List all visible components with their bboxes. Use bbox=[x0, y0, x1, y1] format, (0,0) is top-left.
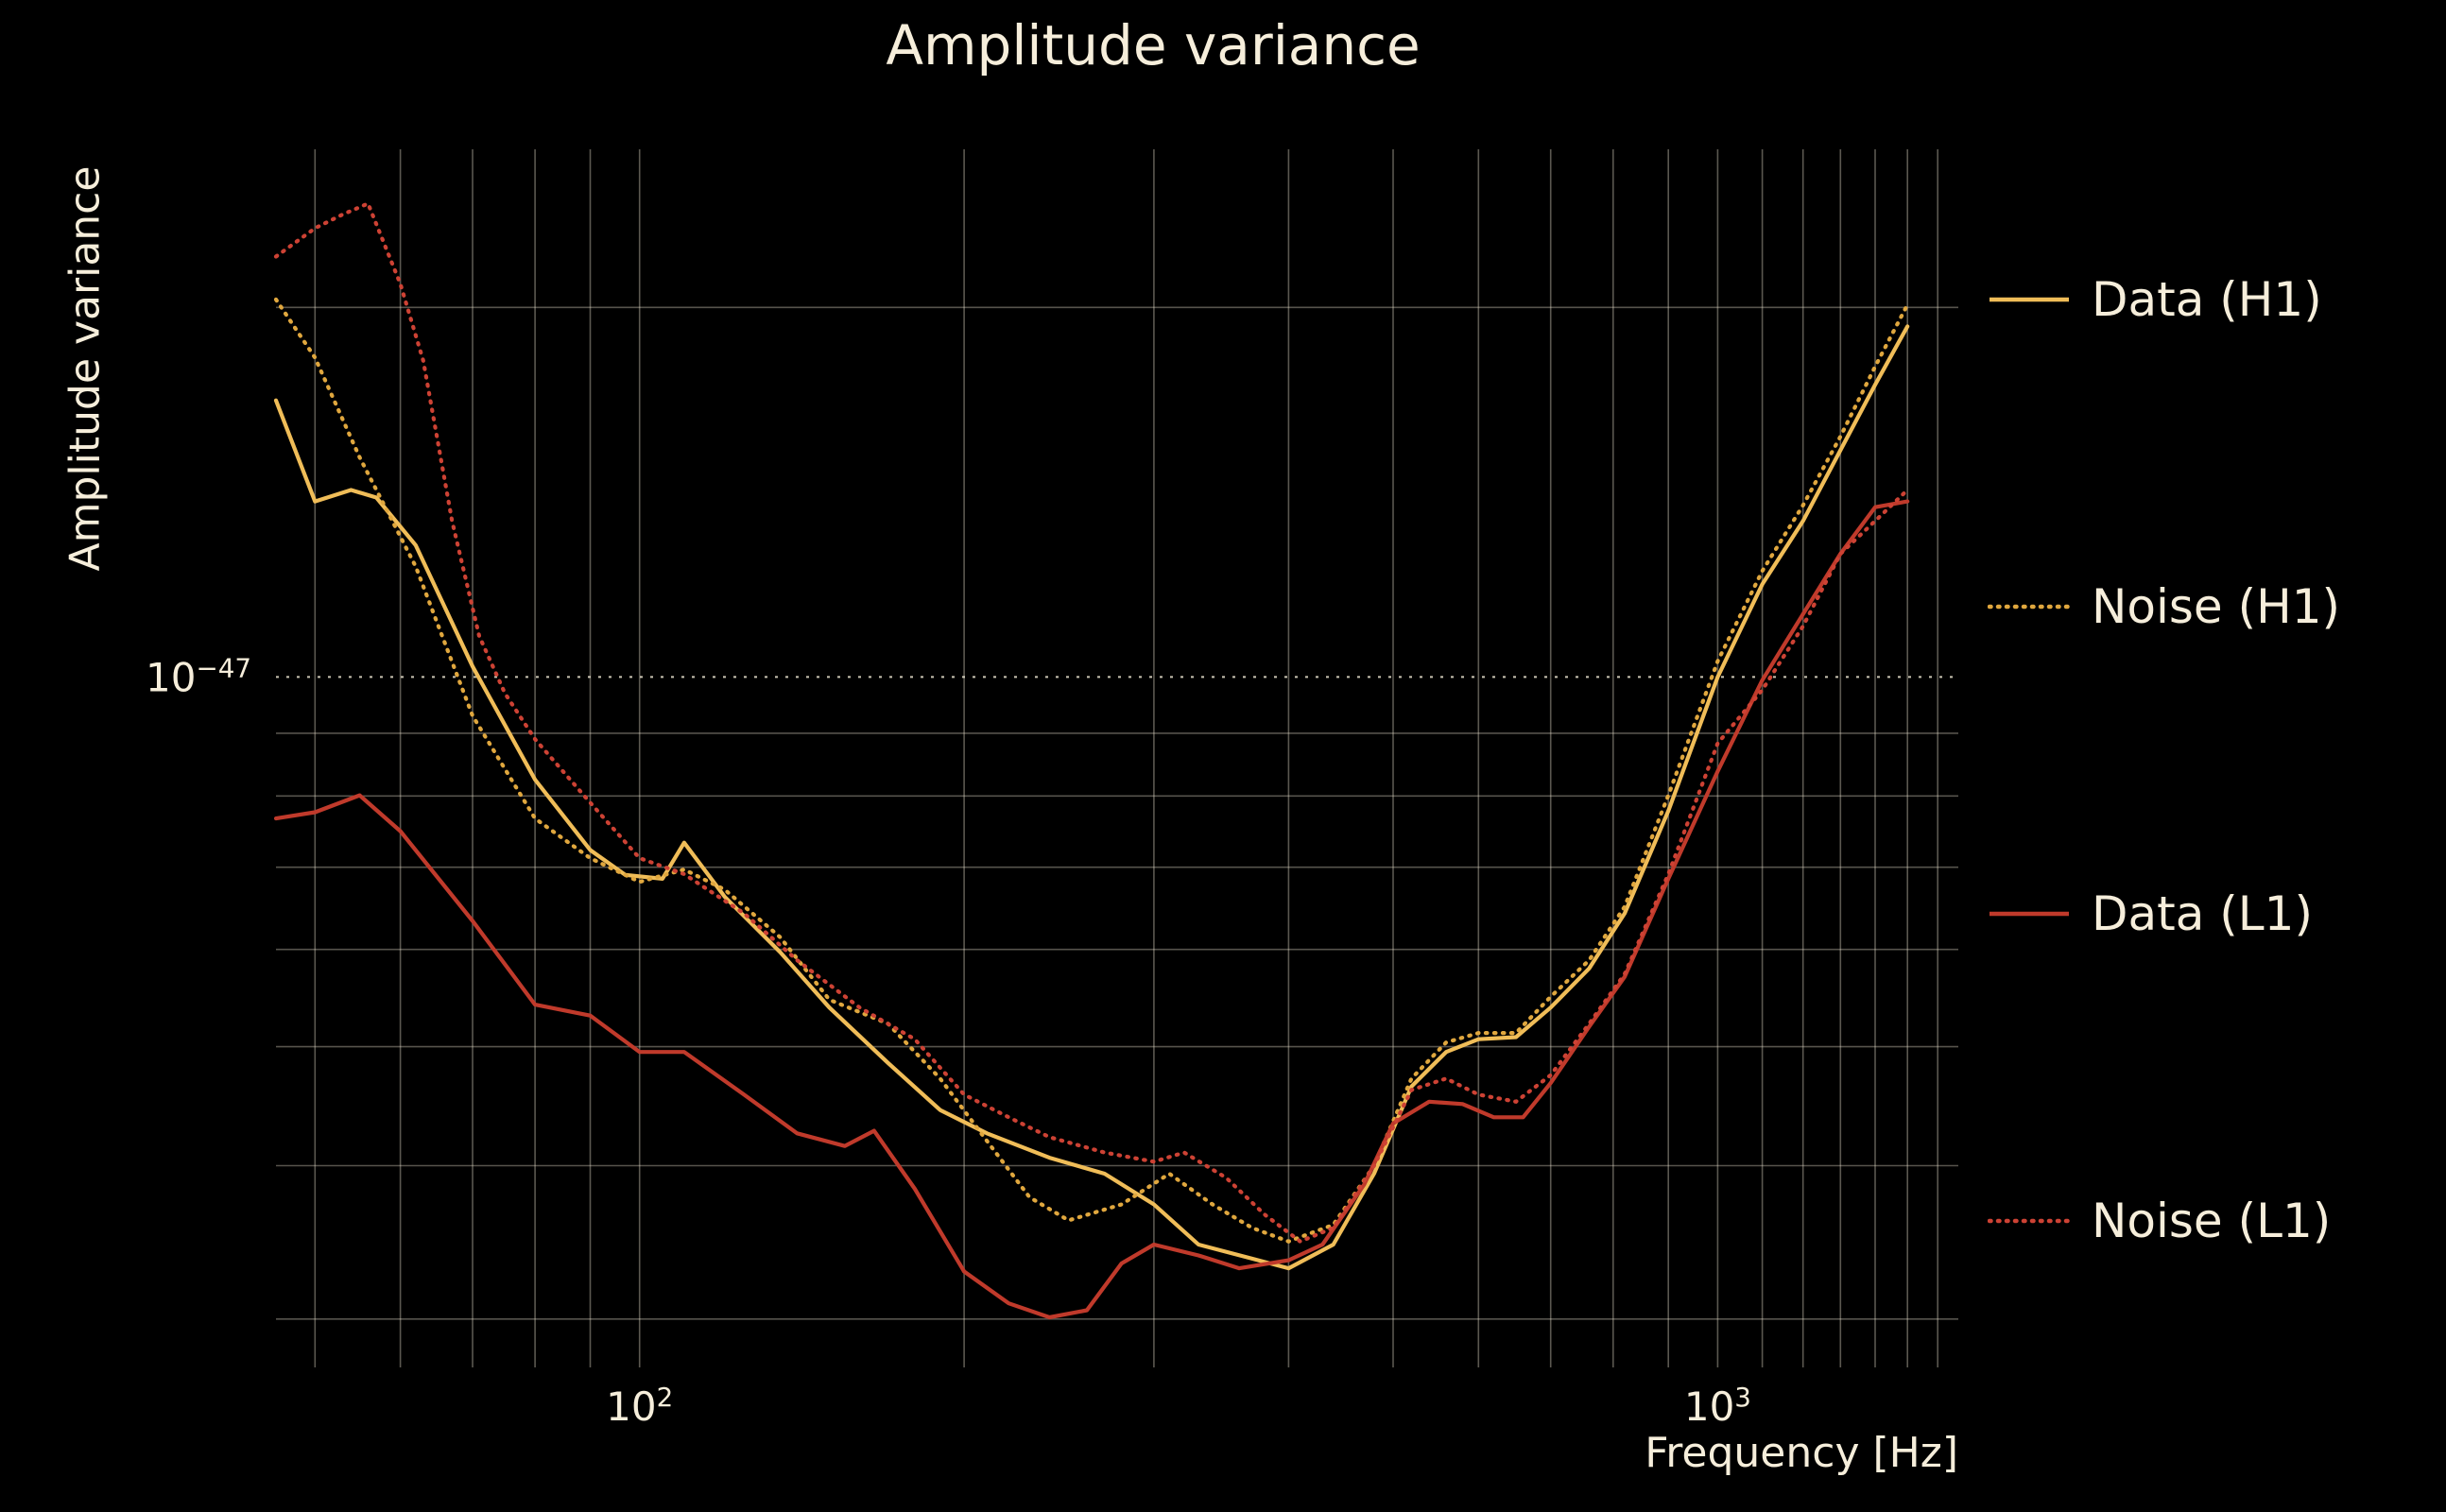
legend-entry-noise-h1: Noise (H1) bbox=[1988, 579, 2340, 634]
series-data-h1 bbox=[273, 324, 1910, 1271]
series-noise-l1 bbox=[273, 200, 1910, 1245]
legend-sample-data-l1 bbox=[1990, 911, 2069, 917]
legend-sample-noise-l1 bbox=[1988, 1218, 2071, 1224]
legend-label: Data (L1) bbox=[2092, 886, 2313, 941]
x-tick-100: 102 bbox=[606, 1382, 674, 1430]
legend-label: Noise (H1) bbox=[2092, 579, 2341, 634]
legend-label: Noise (L1) bbox=[2092, 1194, 2332, 1248]
x-tick-1000: 103 bbox=[1683, 1382, 1751, 1430]
series-noise-h1 bbox=[273, 297, 1910, 1244]
legend-entry-data-l1: Data (L1) bbox=[1988, 886, 2313, 941]
y-tick-10e-48: 10−47 bbox=[146, 652, 251, 701]
series-data-l1 bbox=[273, 499, 1910, 1320]
legend-sample-data-h1 bbox=[1990, 297, 2069, 302]
gridlines bbox=[276, 149, 1958, 1367]
legend-sample-noise-h1 bbox=[1988, 604, 2071, 610]
legend-label: Data (H1) bbox=[2092, 272, 2322, 327]
chart-title: Amplitude variance bbox=[886, 13, 1421, 77]
x-axis-label: Frequency [Hz] bbox=[1645, 1429, 1958, 1477]
legend-entry-data-h1: Data (H1) bbox=[1988, 272, 2322, 327]
legend-entry-noise-l1: Noise (L1) bbox=[1988, 1194, 2331, 1248]
